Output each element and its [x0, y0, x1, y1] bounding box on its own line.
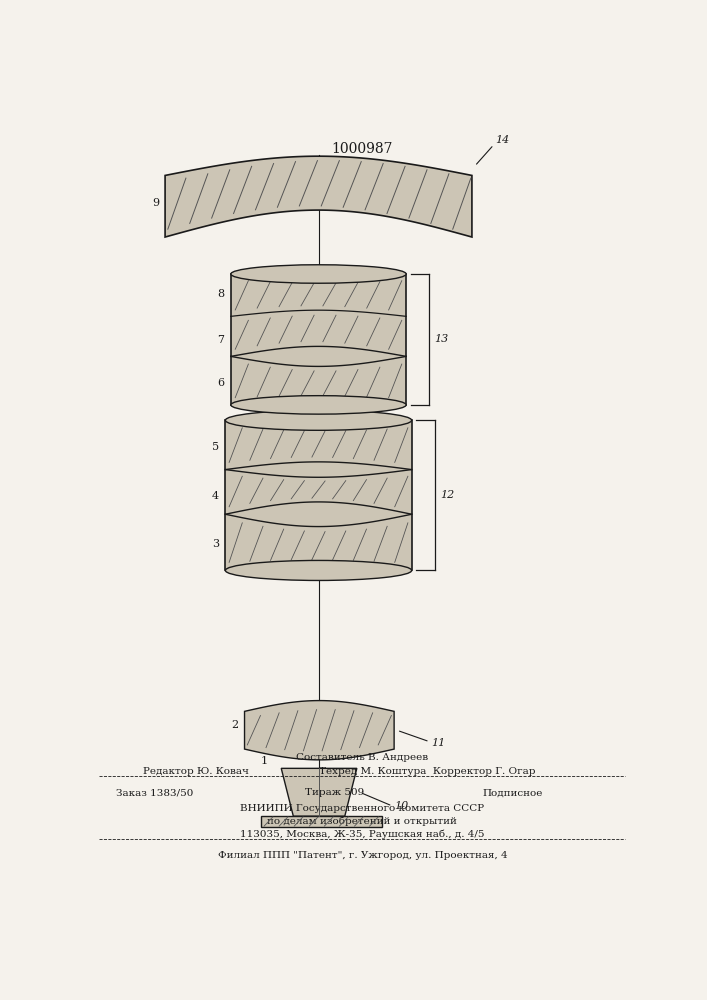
Text: 4: 4 [211, 491, 218, 501]
Text: 14: 14 [495, 135, 509, 145]
Text: Составитель В. Андреев: Составитель В. Андреев [296, 753, 428, 762]
Text: 3: 3 [211, 539, 218, 549]
Ellipse shape [226, 560, 411, 580]
Text: 11: 11 [431, 738, 445, 748]
Text: 113035, Москва, Ж-35, Раушская наб., д. 4/5: 113035, Москва, Ж-35, Раушская наб., д. … [240, 830, 484, 839]
Text: 9: 9 [153, 198, 160, 208]
Text: ВНИИПИ Государственного комитета СССР: ВНИИПИ Государственного комитета СССР [240, 804, 484, 813]
Text: Заказ 1383/50: Заказ 1383/50 [116, 788, 193, 797]
Text: Подписное: Подписное [483, 788, 543, 797]
Polygon shape [245, 701, 394, 760]
Text: 12: 12 [440, 490, 455, 500]
Text: 13: 13 [435, 334, 449, 344]
Text: 10: 10 [394, 801, 409, 811]
Polygon shape [231, 274, 407, 405]
Ellipse shape [226, 410, 411, 430]
Polygon shape [226, 420, 411, 570]
Text: 1: 1 [260, 756, 267, 766]
Text: 6: 6 [217, 378, 224, 388]
Polygon shape [281, 768, 357, 816]
Ellipse shape [231, 265, 407, 283]
Ellipse shape [231, 396, 407, 414]
Text: Техред М. Коштура  Корректор Г. Огар: Техред М. Коштура Корректор Г. Огар [319, 767, 535, 776]
Text: по делам изобретений и открытий: по делам изобретений и открытий [267, 817, 457, 826]
Text: 1000987: 1000987 [332, 142, 393, 156]
Polygon shape [261, 816, 382, 827]
Text: Редактор Ю. Ковач: Редактор Ю. Ковач [144, 767, 249, 776]
Text: Филиал ППП "Патент", г. Ужгород, ул. Проектная, 4: Филиал ППП "Патент", г. Ужгород, ул. Про… [218, 852, 507, 860]
Text: 8: 8 [217, 289, 224, 299]
Polygon shape [165, 156, 472, 237]
Text: 7: 7 [217, 335, 224, 345]
Text: 2: 2 [230, 720, 238, 730]
Text: Тираж 509: Тираж 509 [305, 788, 365, 797]
Text: 5: 5 [211, 442, 218, 452]
